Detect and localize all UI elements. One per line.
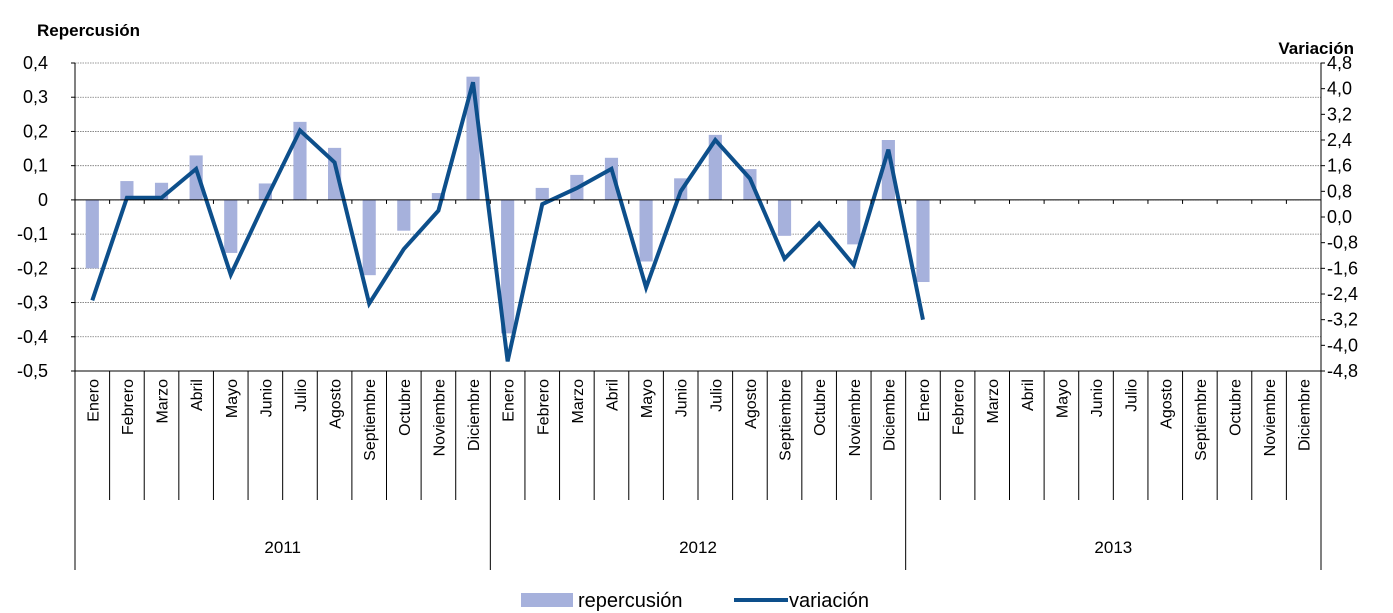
left-tick-label: 0,3 [23, 87, 48, 107]
left-tick-label: 0,2 [23, 121, 48, 141]
left-tick-label: 0 [38, 190, 48, 210]
right-tick-labels: 4,8 4,0 3,2 2,4 1,6 0,8 0,0 -0,8 -1,6 -2,4 -3,2 -4,… [1327, 53, 1358, 381]
month-label: Noviembre [431, 379, 448, 456]
x-category-labels: Enero Febrero Marzo Abril Mayo Junio Julio Agos… [85, 379, 1313, 557]
month-label: Enero [85, 379, 102, 422]
month-label: Julio [1124, 379, 1141, 412]
bar-repercusion [916, 199, 930, 283]
variacion-line [90, 81, 925, 362]
month-label: Diciembre [881, 379, 898, 451]
right-tick-label: -1,6 [1327, 258, 1358, 278]
left-tick-label: -0,5 [17, 361, 48, 381]
bar-repercusion [604, 157, 619, 200]
month-label: Agosto [328, 379, 345, 429]
bar-repercusion [777, 199, 792, 236]
bar-repercusion [501, 199, 515, 334]
month-label: Febrero [951, 379, 968, 435]
bar-repercusion [85, 199, 99, 269]
month-label: Junio [674, 379, 691, 417]
month-label: Septiembre [362, 379, 379, 461]
month-label: Abril [1020, 379, 1037, 411]
month-label: Agosto [1158, 379, 1175, 429]
month-label: Abril [604, 379, 621, 411]
month-label: Julio [708, 379, 725, 412]
month-label: Mayo [1054, 379, 1071, 418]
right-axis-title: Variación [1278, 39, 1354, 58]
bar-repercusion [639, 199, 653, 262]
bar-repercusion [397, 199, 411, 231]
bar-repercusion [189, 155, 203, 200]
legend-swatch-repercusion [521, 593, 573, 607]
month-label: Febrero [535, 379, 552, 435]
month-label: Noviembre [847, 379, 864, 456]
month-label: Agosto [743, 379, 760, 429]
right-tick-label: 0,8 [1327, 181, 1352, 201]
month-label: Enero [501, 379, 518, 422]
left-axis-title: Repercusión [37, 21, 140, 40]
repercusion-bars [85, 76, 930, 334]
right-tick-label: 0,0 [1327, 207, 1352, 227]
right-tick-label: 4,8 [1327, 53, 1352, 73]
month-label: Noviembre [1262, 379, 1279, 456]
left-tick-label: -0,3 [17, 293, 48, 313]
month-label: Mayo [224, 379, 241, 418]
month-label: Octubre [812, 379, 829, 436]
month-label: Marzo [155, 379, 172, 424]
year-label: 2013 [1094, 538, 1132, 557]
legend-label-repercusion: repercusión [578, 590, 683, 612]
right-tick-label: 1,6 [1327, 156, 1352, 176]
left-tick-label: -0,1 [17, 224, 48, 244]
legend: repercusión variación [521, 590, 869, 612]
bar-repercusion [847, 199, 861, 245]
right-tick-label: -3,2 [1327, 310, 1358, 330]
right-tick-label: -4,0 [1327, 335, 1358, 355]
year-label: 2011 [264, 538, 301, 557]
right-tick-label: -4,8 [1327, 361, 1358, 381]
month-label: Enero [916, 379, 933, 422]
bar-repercusion [708, 134, 722, 200]
month-label: Diciembre [1297, 379, 1314, 451]
year-label: 2012 [679, 538, 717, 557]
right-tick-label: 3,2 [1327, 104, 1352, 124]
month-label: Septiembre [1193, 379, 1210, 461]
right-tick-label: -0,8 [1327, 233, 1358, 253]
month-label: Diciembre [466, 379, 483, 451]
bar-repercusion [535, 187, 549, 200]
month-label: Marzo [985, 379, 1002, 424]
right-tick-label: 2,4 [1327, 130, 1352, 150]
bar-repercusion [431, 193, 445, 200]
month-label: Junio [1089, 379, 1106, 417]
bar-repercusion [362, 199, 376, 276]
legend-label-variacion: variación [789, 590, 869, 612]
line-variacion [90, 81, 925, 362]
left-tick-label: 0,4 [23, 53, 48, 73]
month-label: Septiembre [778, 379, 795, 461]
month-label: Abril [189, 379, 206, 411]
month-label: Octubre [1227, 379, 1244, 436]
month-label: Marzo [570, 379, 587, 424]
month-label: Octubre [397, 379, 414, 436]
bar-repercusion [224, 199, 238, 253]
left-tick-labels: 0,4 0,3 0,2 0,1 0 -0,1 -0,2 -0,3 -0,4 -0,5 [17, 53, 48, 381]
month-label: Mayo [639, 379, 656, 418]
month-label: Junio [258, 379, 275, 417]
month-label: Febrero [120, 379, 137, 435]
left-tick-label: 0,1 [23, 156, 48, 176]
right-tick-label: 4,0 [1327, 79, 1352, 99]
left-tick-label: -0,4 [17, 327, 48, 347]
right-tick-label: -2,4 [1327, 284, 1358, 304]
axes [71, 62, 1325, 570]
bar-repercusion [120, 181, 134, 200]
month-label: Julio [293, 379, 310, 412]
left-tick-label: -0,2 [17, 258, 48, 278]
